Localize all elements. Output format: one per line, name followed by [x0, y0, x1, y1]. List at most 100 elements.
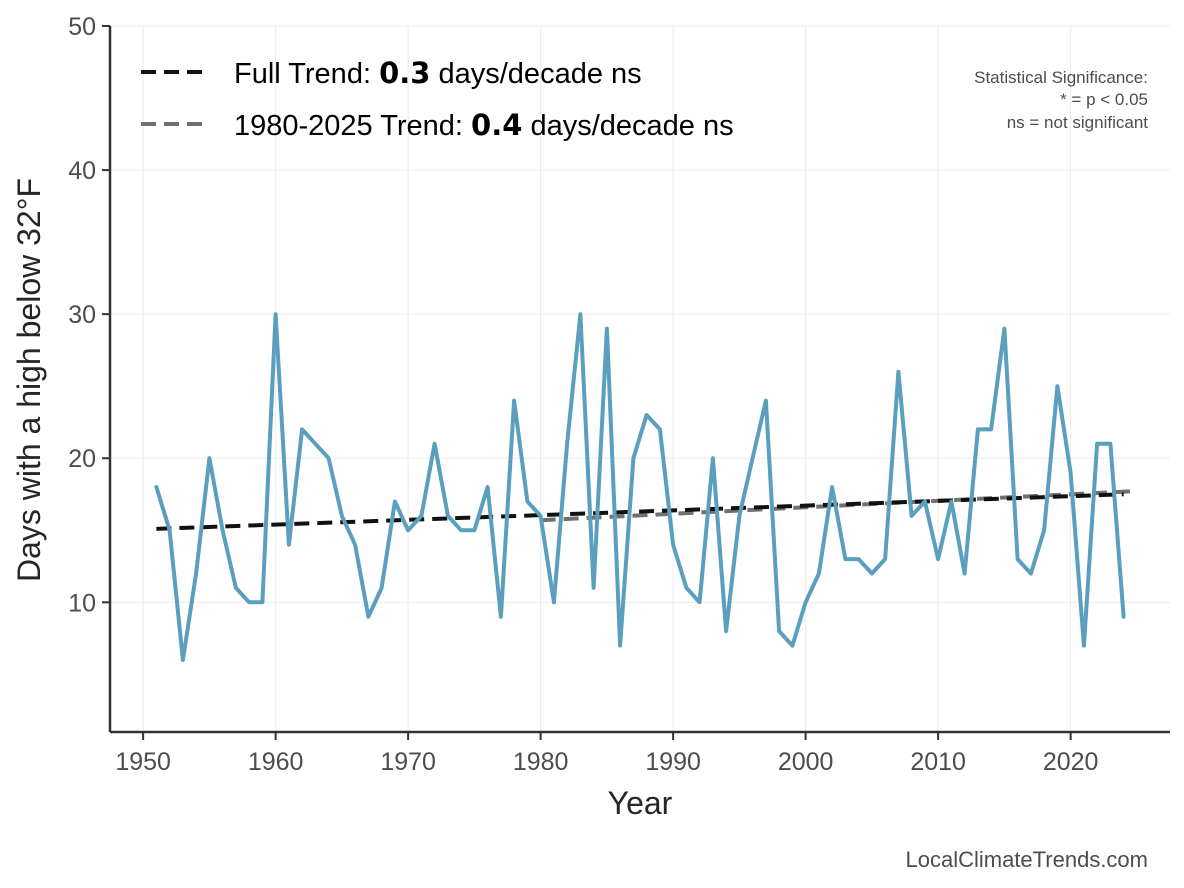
trend-lines — [156, 489, 1131, 531]
data-point-2001 — [817, 572, 821, 576]
data-point-2008 — [910, 514, 914, 518]
data-point-1993 — [711, 456, 715, 460]
x-tick-label-1990: 1990 — [645, 748, 701, 776]
data-point-1997 — [764, 399, 768, 403]
data-point-1977 — [499, 615, 503, 619]
y-tick-label-10: 10 — [68, 589, 96, 617]
data-point-1968 — [380, 586, 384, 590]
data-point-1959 — [260, 600, 264, 604]
data-point-1964 — [327, 456, 331, 460]
x-axis-title: Year — [608, 785, 673, 821]
data-point-1952 — [168, 528, 172, 532]
data-point-2024 — [1122, 615, 1126, 619]
y-tick-label-40: 40 — [68, 157, 96, 185]
significance-note: Statistical Significance: * = p < 0.05 n… — [974, 68, 1148, 132]
data-point-1951 — [154, 485, 158, 489]
data-point-2007 — [896, 370, 900, 374]
data-point-1971 — [419, 514, 423, 518]
data-point-1989 — [658, 427, 662, 431]
data-point-1984 — [592, 586, 596, 590]
data-point-1996 — [751, 456, 755, 460]
data-point-1958 — [247, 600, 251, 604]
y-tick-label-20: 20 — [68, 445, 96, 473]
data-point-1957 — [234, 586, 238, 590]
x-tick-label-1980: 1980 — [513, 748, 569, 776]
data-point-2016 — [1016, 557, 1020, 561]
data-point-1955 — [207, 456, 211, 460]
data-point-2009 — [923, 499, 927, 503]
y-tick-label-30: 30 — [68, 301, 96, 329]
data-series — [154, 312, 1126, 662]
data-point-2019 — [1055, 384, 1059, 388]
data-point-1983 — [578, 312, 582, 316]
data-point-1972 — [433, 442, 437, 446]
data-point-1990 — [671, 543, 675, 547]
data-point-1978 — [512, 399, 516, 403]
legend-label-full-trend: Full Trend: 0.3 days/decade ns — [234, 56, 642, 90]
data-point-2000 — [804, 600, 808, 604]
data-point-2014 — [989, 427, 993, 431]
grid-lines — [110, 25, 1170, 732]
y-axis-title: Days with a high below 32°F — [11, 178, 47, 582]
data-point-2015 — [1002, 327, 1006, 331]
x-tick-label-1970: 1970 — [380, 748, 436, 776]
x-tick-label-1950: 1950 — [115, 748, 171, 776]
data-point-1985 — [605, 327, 609, 331]
data-point-2005 — [870, 572, 874, 576]
data-point-2006 — [883, 557, 887, 561]
data-point-1975 — [472, 528, 476, 532]
y-tick-label-50: 50 — [68, 13, 96, 41]
data-point-1962 — [300, 427, 304, 431]
data-point-1986 — [618, 644, 622, 648]
data-point-2002 — [830, 485, 834, 489]
legend-label-recent-trend: 1980-2025 Trend: 0.4 days/decade ns — [234, 108, 734, 142]
significance-ns: ns = not significant — [1007, 113, 1149, 132]
data-point-1970 — [406, 528, 410, 532]
data-point-2004 — [857, 557, 861, 561]
data-point-1974 — [459, 528, 463, 532]
data-point-2020 — [1069, 471, 1073, 475]
series-line — [154, 312, 1126, 662]
data-point-2010 — [936, 557, 940, 561]
tick-labels: 1950 1960 1970 1980 1990 2000 2010 2020 10 20 30 40… — [68, 13, 1098, 776]
data-point-2021 — [1082, 644, 1086, 648]
data-point-1994 — [724, 629, 728, 633]
data-point-1966 — [353, 543, 357, 547]
data-point-1995 — [737, 514, 741, 518]
data-point-2003 — [843, 557, 847, 561]
data-point-1963 — [313, 442, 317, 446]
full-trend-line — [156, 492, 1124, 531]
data-point-1987 — [631, 456, 635, 460]
data-point-2013 — [976, 427, 980, 431]
data-point-1961 — [287, 543, 291, 547]
x-tick-label-2010: 2010 — [910, 748, 966, 776]
significance-title: Statistical Significance: — [974, 68, 1148, 87]
data-point-1982 — [565, 442, 569, 446]
data-point-1988 — [645, 413, 649, 417]
data-point-1967 — [366, 615, 370, 619]
data-point-1965 — [340, 514, 344, 518]
data-point-1981 — [552, 600, 556, 604]
data-point-1969 — [393, 499, 397, 503]
legend: Full Trend: 0.3 days/decade ns 1980-2025… — [141, 56, 734, 142]
data-point-2018 — [1042, 528, 1046, 532]
data-point-2011 — [949, 499, 953, 503]
axes — [102, 25, 1170, 740]
data-point-1991 — [684, 586, 688, 590]
x-tick-label-2020: 2020 — [1043, 748, 1099, 776]
data-point-2012 — [963, 572, 967, 576]
x-tick-label-1960: 1960 — [248, 748, 304, 776]
source-credit: LocalClimateTrends.com — [906, 847, 1149, 872]
data-point-1956 — [221, 528, 225, 532]
data-point-2022 — [1095, 442, 1099, 446]
x-tick-label-2000: 2000 — [778, 748, 834, 776]
data-point-1953 — [181, 658, 185, 662]
data-point-1979 — [525, 499, 529, 503]
data-point-1980 — [539, 514, 543, 518]
data-point-1973 — [446, 514, 450, 518]
data-point-1998 — [777, 629, 781, 633]
data-point-1960 — [274, 312, 278, 316]
data-point-1992 — [698, 600, 702, 604]
data-point-1976 — [486, 485, 490, 489]
